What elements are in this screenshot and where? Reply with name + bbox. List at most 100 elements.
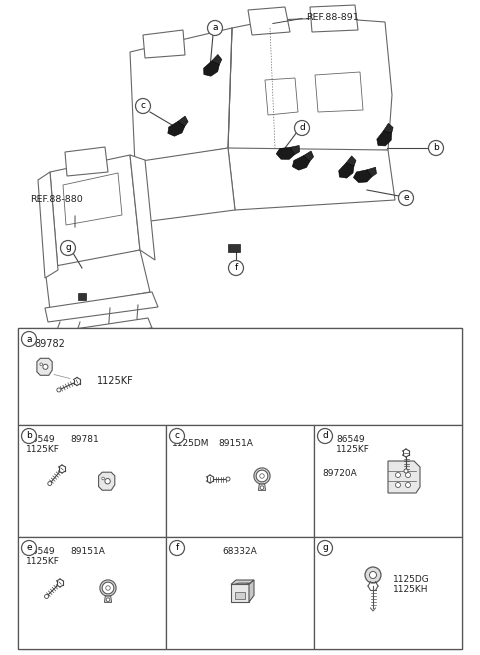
Polygon shape bbox=[388, 461, 420, 493]
Polygon shape bbox=[249, 580, 254, 602]
Text: 1125DG: 1125DG bbox=[393, 574, 430, 584]
Polygon shape bbox=[248, 7, 290, 35]
Circle shape bbox=[365, 567, 381, 583]
Bar bbox=[18, 425, 166, 537]
Text: e: e bbox=[403, 193, 409, 202]
Circle shape bbox=[228, 261, 243, 276]
Circle shape bbox=[169, 540, 184, 555]
Circle shape bbox=[169, 428, 184, 443]
Polygon shape bbox=[346, 156, 356, 166]
Polygon shape bbox=[204, 61, 219, 76]
Text: 1125KF: 1125KF bbox=[336, 445, 370, 453]
Circle shape bbox=[106, 586, 110, 590]
Text: c: c bbox=[141, 102, 145, 111]
Polygon shape bbox=[168, 121, 185, 136]
Circle shape bbox=[207, 20, 223, 35]
Polygon shape bbox=[115, 148, 235, 225]
Polygon shape bbox=[228, 18, 392, 158]
Circle shape bbox=[396, 483, 400, 487]
Polygon shape bbox=[212, 54, 222, 65]
Polygon shape bbox=[48, 318, 152, 343]
Polygon shape bbox=[37, 358, 52, 375]
Polygon shape bbox=[63, 173, 122, 225]
Polygon shape bbox=[303, 151, 313, 161]
Bar bbox=[18, 328, 462, 649]
Polygon shape bbox=[130, 28, 232, 165]
Polygon shape bbox=[290, 145, 300, 155]
Text: d: d bbox=[322, 432, 328, 441]
Text: d: d bbox=[299, 124, 305, 132]
Polygon shape bbox=[231, 584, 249, 602]
Circle shape bbox=[57, 347, 63, 353]
Bar bbox=[18, 537, 166, 649]
Text: b: b bbox=[26, 432, 32, 441]
Text: 68332A: 68332A bbox=[223, 546, 257, 555]
Circle shape bbox=[398, 191, 413, 206]
Circle shape bbox=[406, 483, 410, 487]
Polygon shape bbox=[45, 292, 158, 322]
Circle shape bbox=[22, 540, 36, 555]
Polygon shape bbox=[48, 328, 155, 352]
Circle shape bbox=[60, 240, 75, 255]
Circle shape bbox=[396, 472, 400, 477]
Text: c: c bbox=[175, 432, 180, 441]
Bar bbox=[314, 425, 462, 537]
Text: 86549: 86549 bbox=[26, 546, 55, 555]
Circle shape bbox=[40, 363, 42, 365]
Circle shape bbox=[22, 331, 36, 346]
Text: g: g bbox=[65, 244, 71, 252]
Circle shape bbox=[317, 428, 333, 443]
Text: 86549: 86549 bbox=[336, 434, 365, 443]
Polygon shape bbox=[78, 293, 86, 300]
Circle shape bbox=[43, 364, 48, 369]
Circle shape bbox=[406, 472, 410, 477]
Polygon shape bbox=[98, 472, 115, 490]
Polygon shape bbox=[384, 123, 393, 133]
Circle shape bbox=[137, 335, 143, 341]
Bar bbox=[314, 537, 462, 649]
Circle shape bbox=[57, 388, 61, 392]
Polygon shape bbox=[339, 163, 354, 178]
Text: 89782: 89782 bbox=[34, 339, 65, 349]
Polygon shape bbox=[45, 250, 150, 310]
Polygon shape bbox=[353, 170, 372, 183]
Polygon shape bbox=[231, 580, 254, 584]
Polygon shape bbox=[234, 583, 251, 584]
Text: 1125KF: 1125KF bbox=[97, 377, 134, 386]
Circle shape bbox=[295, 121, 310, 136]
Text: f: f bbox=[175, 544, 179, 553]
Circle shape bbox=[110, 339, 116, 345]
Circle shape bbox=[135, 98, 151, 113]
Polygon shape bbox=[228, 244, 240, 252]
Polygon shape bbox=[315, 72, 363, 112]
Polygon shape bbox=[50, 155, 140, 270]
Text: e: e bbox=[26, 544, 32, 553]
Circle shape bbox=[317, 540, 333, 555]
Text: 86549: 86549 bbox=[26, 434, 55, 443]
Text: 89720A: 89720A bbox=[322, 468, 357, 477]
Text: 1125KF: 1125KF bbox=[26, 445, 60, 453]
Text: 89151A: 89151A bbox=[218, 438, 253, 447]
Polygon shape bbox=[228, 148, 395, 210]
Circle shape bbox=[260, 474, 264, 478]
Circle shape bbox=[226, 477, 230, 481]
Polygon shape bbox=[310, 5, 358, 32]
Polygon shape bbox=[178, 116, 188, 126]
Circle shape bbox=[22, 428, 36, 443]
Polygon shape bbox=[258, 484, 265, 491]
Polygon shape bbox=[38, 172, 58, 278]
Text: 1125DM: 1125DM bbox=[172, 438, 209, 447]
Polygon shape bbox=[105, 596, 111, 603]
Text: b: b bbox=[433, 143, 439, 153]
Polygon shape bbox=[276, 147, 295, 159]
Text: 89781: 89781 bbox=[70, 434, 99, 443]
Polygon shape bbox=[143, 30, 185, 58]
Bar bbox=[166, 537, 314, 649]
Polygon shape bbox=[292, 156, 310, 170]
Circle shape bbox=[102, 477, 105, 480]
Circle shape bbox=[429, 141, 444, 155]
Text: REF.88-880: REF.88-880 bbox=[30, 195, 83, 204]
Text: 89151A: 89151A bbox=[70, 546, 105, 555]
Polygon shape bbox=[367, 167, 376, 177]
Circle shape bbox=[370, 572, 376, 578]
